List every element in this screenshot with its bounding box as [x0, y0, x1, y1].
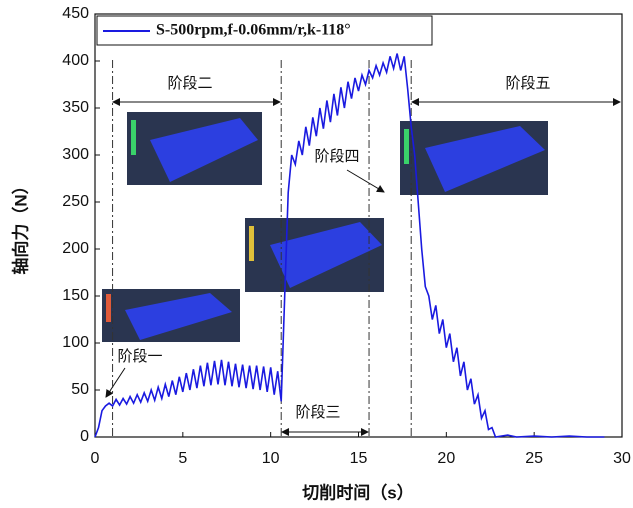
y-tick-label: 150 [62, 287, 89, 304]
y-tick-label: 250 [62, 193, 89, 210]
annotation: 阶段四 [314, 148, 359, 165]
y-tick-label: 200 [62, 240, 89, 257]
chart: 切削时间（s） 轴向力（N） 0501001502002503003504004… [0, 0, 633, 508]
y-tick-label: 450 [62, 5, 89, 22]
inset [400, 121, 548, 195]
simulation-insets [102, 112, 548, 342]
x-tick-label: 20 [437, 450, 455, 467]
legend-label: S-500rpm,f-0.06mm/r,k-118° [156, 22, 351, 39]
y-tick-label: 50 [71, 381, 89, 398]
arrow [106, 368, 125, 397]
x-axis-label: 切削时间（s） [302, 482, 413, 502]
annotation: 阶段一 [117, 348, 162, 365]
x-tick-label: 15 [350, 450, 368, 467]
inset [245, 218, 384, 292]
y-tick-label: 0 [80, 428, 89, 445]
x-tick-label: 0 [91, 450, 100, 467]
annotation: 阶段二 [167, 75, 212, 92]
y-tick-label: 300 [62, 146, 89, 163]
inset [127, 112, 262, 185]
x-tick-label: 30 [613, 450, 631, 467]
x-tick-label: 10 [262, 450, 280, 467]
arrow [347, 170, 384, 192]
x-tick-label: 5 [178, 450, 187, 467]
x-tick-label: 25 [525, 450, 543, 467]
annotation: 阶段五 [505, 75, 550, 92]
y-tick-label: 350 [62, 99, 89, 116]
annotation: 阶段三 [295, 404, 340, 421]
y-tick-label: 100 [62, 334, 89, 351]
y-tick-label: 400 [62, 52, 89, 69]
y-axis-label: 轴向力（N） [10, 177, 30, 274]
inset [102, 289, 240, 342]
